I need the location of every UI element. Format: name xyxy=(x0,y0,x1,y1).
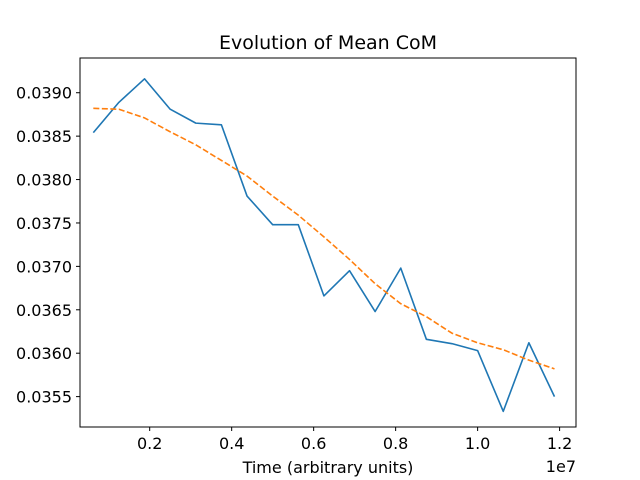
series-line-2 xyxy=(93,107,555,370)
y-tick-label: 0.0365 xyxy=(16,301,72,320)
plot-area: 0.2 0.4 0.6 0.8 1.0 1.2 0.0355 0.0360 0.0365 0.03… xyxy=(16,57,577,453)
y-tick-label: 0.0390 xyxy=(16,84,72,103)
axes-frame xyxy=(79,57,577,428)
y-tick-label: 0.0385 xyxy=(16,127,72,146)
y-tick-label: 0.0370 xyxy=(16,257,72,276)
x-axis-label: Time (arbitrary units) xyxy=(242,458,414,477)
x-tick-label: 0.2 xyxy=(137,434,162,453)
series-line-1 xyxy=(92,78,556,413)
y-tick-label: 0.0375 xyxy=(16,214,72,233)
y-tick-label: 0.0360 xyxy=(16,344,72,363)
x-tick-label: 1.2 xyxy=(547,434,572,453)
x-tick-label: 0.4 xyxy=(219,434,244,453)
x-tick-label: 1.0 xyxy=(465,434,490,453)
x-axis-offset-label: 1e7 xyxy=(546,457,576,476)
y-tick-label: 0.0355 xyxy=(16,388,72,407)
chart-title: Evolution of Mean CoM xyxy=(219,32,437,54)
x-tick-label: 0.8 xyxy=(383,434,408,453)
x-tick-label: 0.6 xyxy=(301,434,326,453)
y-tick-label: 0.0380 xyxy=(16,171,72,190)
